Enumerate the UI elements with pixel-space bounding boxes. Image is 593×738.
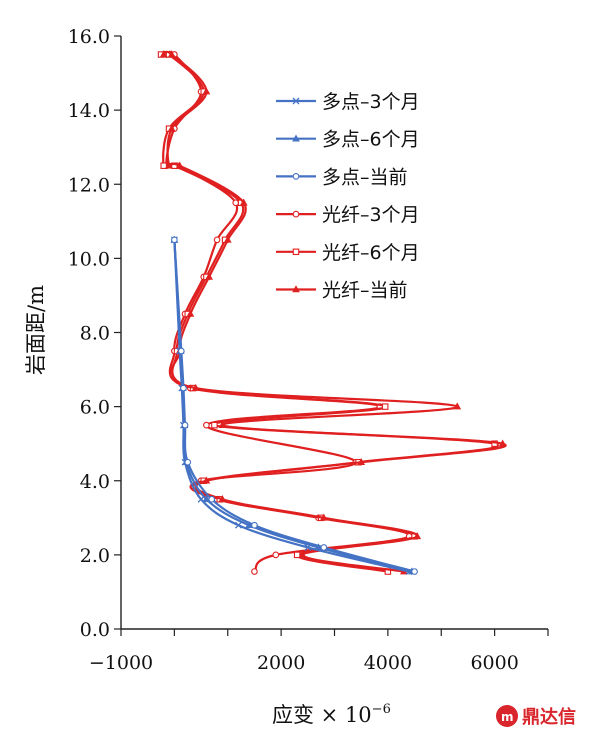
legend-item: 多点–当前 — [276, 166, 408, 188]
data-point — [453, 402, 462, 410]
y-tick-label: 12.0 — [68, 174, 110, 196]
data-point — [208, 495, 216, 503]
legend-item: 光纤–当前 — [276, 280, 408, 302]
data-point — [180, 384, 187, 392]
y-tick-label: 14.0 — [68, 100, 110, 122]
x-axis-title: 应变 × 10−6 — [272, 702, 391, 727]
legend-label: 多点–6个月 — [322, 129, 420, 151]
data-point — [232, 199, 240, 207]
data-point — [298, 550, 307, 558]
data-point — [202, 476, 211, 484]
data-point — [293, 551, 301, 559]
data-point — [319, 513, 328, 521]
data-point — [205, 272, 213, 280]
data-point — [186, 309, 195, 317]
legend-marker — [292, 134, 300, 142]
data-point — [165, 161, 173, 169]
legend-marker — [292, 210, 300, 218]
data-point — [160, 162, 167, 169]
y-tick-label: 6.0 — [80, 397, 110, 419]
y-tick-label: 16.0 — [68, 26, 110, 48]
y-tick-label: 4.0 — [80, 471, 110, 493]
x-tick-label: 4000 — [364, 652, 412, 674]
legend-item: 多点–3个月 — [276, 91, 420, 113]
legend-label: 多点–3个月 — [322, 91, 420, 113]
y-tick-label: 2.0 — [80, 545, 110, 567]
data-point — [191, 383, 200, 391]
plot-area — [157, 50, 507, 576]
data-point — [218, 420, 227, 428]
legend-item: 多点–6个月 — [276, 129, 420, 151]
y-tick-label: 10.0 — [68, 248, 110, 270]
y-tick-label: 8.0 — [80, 323, 110, 345]
watermark: m 鼎达信 — [496, 705, 576, 728]
data-point — [159, 50, 168, 58]
legend-label: 光纤–6个月 — [322, 242, 420, 264]
data-point — [251, 521, 258, 529]
x-axis-title-main: 应变 × 10 — [272, 703, 372, 727]
legend-label: 多点–当前 — [322, 166, 408, 188]
data-point — [413, 532, 422, 540]
data-point — [177, 347, 185, 355]
data-point — [234, 521, 242, 529]
data-point — [213, 236, 221, 244]
x-tick-label: 2000 — [257, 652, 305, 674]
data-point — [381, 403, 389, 410]
legend-label: 光纤–当前 — [322, 280, 408, 302]
data-point — [251, 568, 258, 575]
legend-marker — [292, 285, 300, 293]
legend-marker — [292, 173, 300, 180]
data-point — [272, 551, 280, 559]
series-2 — [171, 236, 418, 575]
x-tick-label: −1000 — [89, 652, 153, 674]
data-point — [167, 50, 176, 58]
legend-marker — [292, 248, 300, 256]
data-point — [171, 236, 178, 244]
data-point — [167, 124, 176, 132]
data-point — [181, 421, 189, 429]
data-point — [239, 198, 248, 206]
y-axis-title: 岩面距/m — [24, 285, 48, 375]
data-point — [184, 458, 192, 466]
data-point — [211, 421, 218, 429]
data-point — [218, 495, 227, 503]
data-point — [202, 495, 211, 503]
x-tick-label: 6000 — [470, 652, 518, 674]
y-tick-label: 0.0 — [80, 619, 110, 641]
legend-item: 光纤–3个月 — [276, 204, 420, 226]
data-point — [223, 235, 232, 243]
data-point — [498, 439, 507, 447]
legend-label: 光纤–3个月 — [322, 204, 420, 226]
watermark-text: 鼎达信 — [522, 706, 576, 728]
data-point — [320, 544, 328, 551]
data-point — [202, 87, 211, 95]
axes: 0.0 2.0 4.0 6.0 8.0 10.0 12.0 14.0 16.0 −1000 2000… — [68, 26, 549, 674]
legend-item: 光纤–6个月 — [276, 242, 420, 264]
data-point — [357, 457, 366, 466]
data-point — [411, 568, 418, 575]
watermark-logo-icon — [496, 705, 518, 727]
x-axis-title-exponent: −6 — [372, 702, 391, 717]
watermark-logo-glyph: m — [501, 710, 514, 724]
legend-marker — [292, 97, 300, 105]
data-point — [175, 161, 184, 169]
data-point — [203, 421, 210, 429]
